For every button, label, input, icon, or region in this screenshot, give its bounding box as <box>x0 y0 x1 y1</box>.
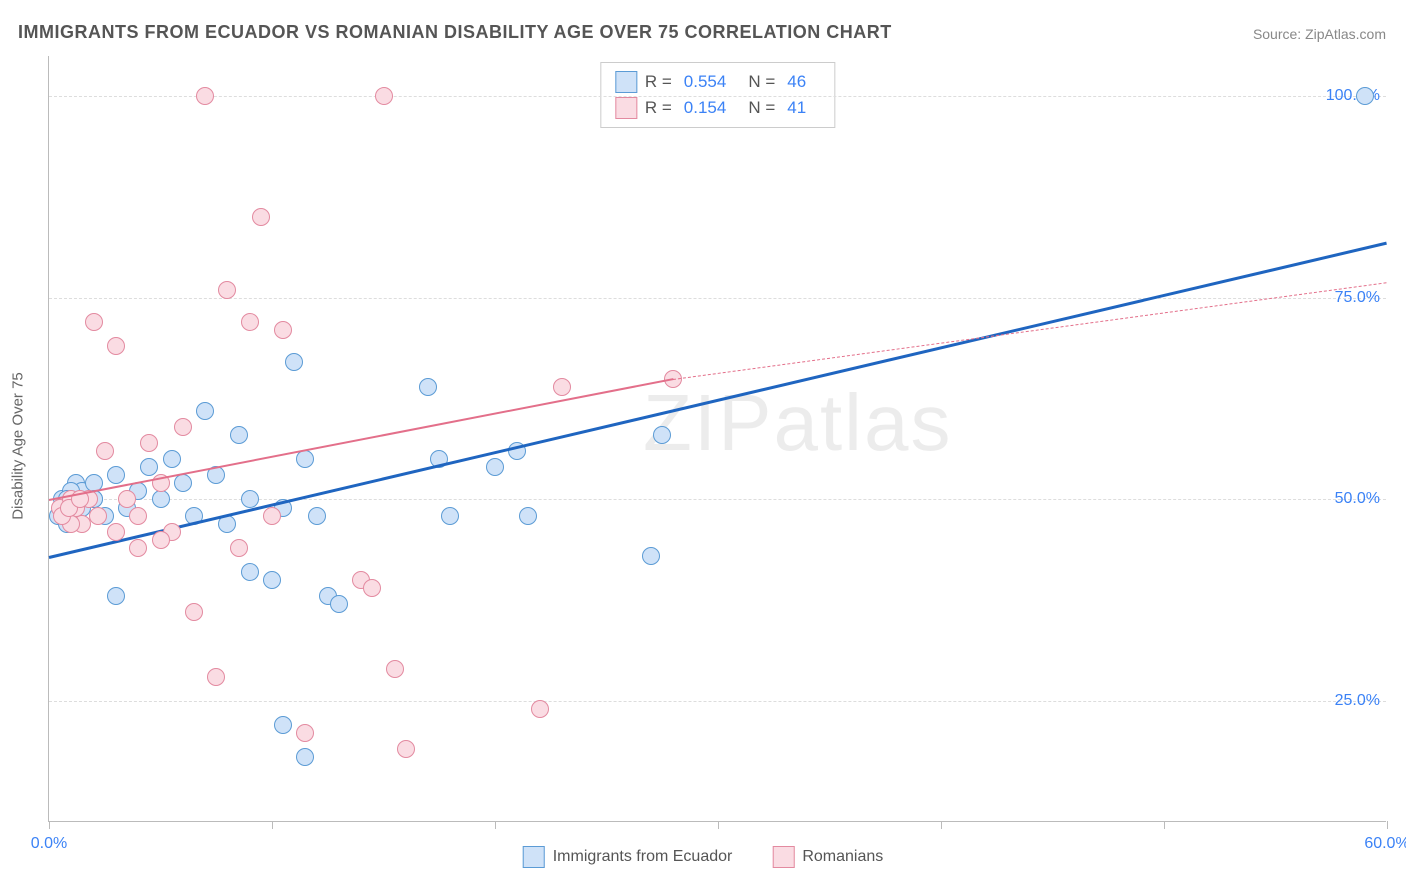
x-tick <box>495 821 496 829</box>
data-point <box>218 281 236 299</box>
gridline <box>49 298 1386 299</box>
data-point <box>230 426 248 444</box>
r-value: 0.154 <box>684 98 727 118</box>
data-point <box>642 547 660 565</box>
stats-legend: R = 0.554 N = 46 R = 0.154 N = 41 <box>600 62 835 128</box>
gridline <box>49 96 1386 97</box>
data-point <box>185 603 203 621</box>
legend-swatch <box>523 846 545 868</box>
data-point <box>241 490 259 508</box>
data-point <box>330 595 348 613</box>
data-point <box>375 87 393 105</box>
source-attribution: Source: ZipAtlas.com <box>1253 26 1386 42</box>
data-point <box>441 507 459 525</box>
data-point <box>653 426 671 444</box>
data-point <box>140 434 158 452</box>
y-tick-label: 75.0% <box>1335 289 1380 307</box>
data-point <box>230 539 248 557</box>
data-point <box>129 507 147 525</box>
legend-swatch <box>615 97 637 119</box>
data-point <box>296 748 314 766</box>
source-label: Source: <box>1253 26 1301 42</box>
data-point <box>252 208 270 226</box>
r-value: 0.554 <box>684 72 727 92</box>
y-axis-label: Disability Age Over 75 <box>10 372 27 520</box>
x-tick-label: 0.0% <box>31 835 67 853</box>
x-tick <box>941 821 942 829</box>
data-point <box>107 466 125 484</box>
data-point <box>152 531 170 549</box>
legend-item: Romanians <box>772 846 883 868</box>
y-tick-label: 25.0% <box>1335 692 1380 710</box>
data-point <box>1356 87 1374 105</box>
trendline <box>673 282 1387 380</box>
data-point <box>96 442 114 460</box>
r-label: R = <box>645 98 672 118</box>
data-point <box>89 507 107 525</box>
data-point <box>386 660 404 678</box>
x-tick <box>1164 821 1165 829</box>
data-point <box>85 313 103 331</box>
data-point <box>140 458 158 476</box>
plot-area: ZIPatlas R = 0.554 N = 46 R = 0.154 N = 41 25.0… <box>48 56 1386 822</box>
correlation-chart: IMMIGRANTS FROM ECUADOR VS ROMANIAN DISA… <box>0 0 1406 892</box>
data-point <box>397 740 415 758</box>
chart-title: IMMIGRANTS FROM ECUADOR VS ROMANIAN DISA… <box>18 22 892 43</box>
data-point <box>263 571 281 589</box>
n-value: 41 <box>787 98 806 118</box>
series-legend: Immigrants from Ecuador Romanians <box>523 846 884 868</box>
data-point <box>531 700 549 718</box>
data-point <box>419 378 437 396</box>
data-point <box>129 539 147 557</box>
x-tick <box>272 821 273 829</box>
data-point <box>553 378 571 396</box>
x-tick <box>718 821 719 829</box>
legend-label: Immigrants from Ecuador <box>553 848 733 866</box>
legend-swatch <box>615 71 637 93</box>
data-point <box>241 313 259 331</box>
data-point <box>519 507 537 525</box>
watermark: ZIPatlas <box>643 377 952 469</box>
data-point <box>296 724 314 742</box>
data-point <box>363 579 381 597</box>
legend-swatch <box>772 846 794 868</box>
n-value: 46 <box>787 72 806 92</box>
data-point <box>174 418 192 436</box>
data-point <box>308 507 326 525</box>
r-label: R = <box>645 72 672 92</box>
data-point <box>118 490 136 508</box>
data-point <box>296 450 314 468</box>
data-point <box>107 587 125 605</box>
data-point <box>152 490 170 508</box>
x-tick-label: 60.0% <box>1364 835 1406 853</box>
data-point <box>174 474 192 492</box>
data-point <box>241 563 259 581</box>
data-point <box>196 402 214 420</box>
data-point <box>263 507 281 525</box>
stats-legend-row: R = 0.154 N = 41 <box>615 95 820 121</box>
data-point <box>163 450 181 468</box>
gridline <box>49 701 1386 702</box>
n-label: N = <box>748 72 775 92</box>
legend-label: Romanians <box>802 848 883 866</box>
trendline <box>49 241 1388 558</box>
x-tick <box>49 821 50 829</box>
data-point <box>486 458 504 476</box>
data-point <box>274 716 292 734</box>
data-point <box>107 523 125 541</box>
source-link[interactable]: ZipAtlas.com <box>1305 26 1386 42</box>
data-point <box>274 321 292 339</box>
data-point <box>285 353 303 371</box>
legend-item: Immigrants from Ecuador <box>523 846 733 868</box>
y-tick-label: 50.0% <box>1335 490 1380 508</box>
data-point <box>207 668 225 686</box>
data-point <box>107 337 125 355</box>
data-point <box>196 87 214 105</box>
n-label: N = <box>748 98 775 118</box>
stats-legend-row: R = 0.554 N = 46 <box>615 69 820 95</box>
x-tick <box>1387 821 1388 829</box>
